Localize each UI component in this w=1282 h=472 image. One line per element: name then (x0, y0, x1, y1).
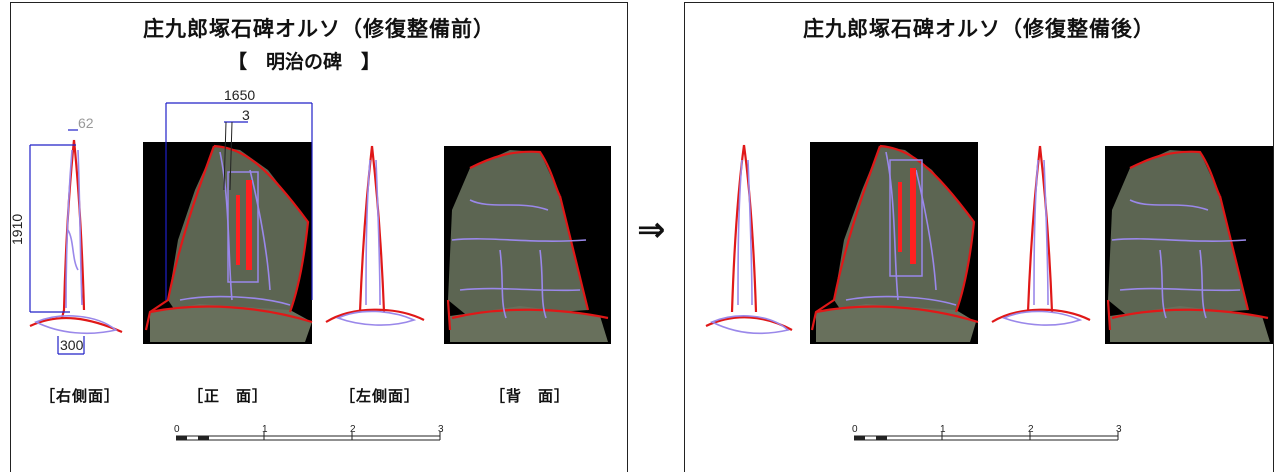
back-view-after (1105, 146, 1273, 344)
scale-tick-1: 1 (262, 424, 268, 435)
left-side-view-before (325, 145, 425, 326)
monument-subtitle: 【 明治の碑 】 (227, 51, 380, 73)
scale-bar-after: 0 1 2 3 (852, 424, 1122, 441)
left-side-view-after (991, 145, 1091, 326)
dim-small: 3 (242, 107, 250, 123)
panel-title-after: 庄九郎塚石碑オルソ（修復整備後） (803, 17, 1155, 41)
front-view-before: 1650 3 (143, 87, 313, 344)
inscription-after (898, 168, 916, 264)
scale-tick-2: 2 (350, 424, 356, 435)
scale-bar-before: 0 1 2 3 (174, 424, 444, 441)
label-front: ［正 面］ (188, 387, 269, 405)
dim-width-total: 1650 (224, 87, 255, 103)
right-side-view-before: 62 1910 300 (9, 115, 123, 355)
inscription-before (236, 180, 252, 270)
scale-tick-0-after: 0 (852, 424, 858, 435)
scale-tick-1-after: 1 (940, 424, 946, 435)
front-view-after (810, 142, 979, 344)
transition-arrow: ⇒ (637, 210, 666, 250)
label-back: ［背 面］ (490, 387, 571, 405)
dim-base: 300 (60, 337, 84, 353)
scale-tick-3: 3 (438, 424, 444, 435)
scale-tick-2-after: 2 (1028, 424, 1034, 435)
scale-tick-3-after: 3 (1116, 424, 1122, 435)
back-view-before (444, 146, 611, 344)
label-right-side: ［右側面］ (40, 387, 121, 405)
dim-height: 1910 (9, 214, 25, 245)
right-side-view-after (705, 144, 793, 335)
scale-tick-0: 0 (174, 424, 180, 435)
panel-title-before: 庄九郎塚石碑オルソ（修復整備前） (143, 17, 495, 41)
dim-thickness-top: 62 (78, 115, 94, 131)
label-left-side: ［左側面］ (340, 387, 421, 405)
